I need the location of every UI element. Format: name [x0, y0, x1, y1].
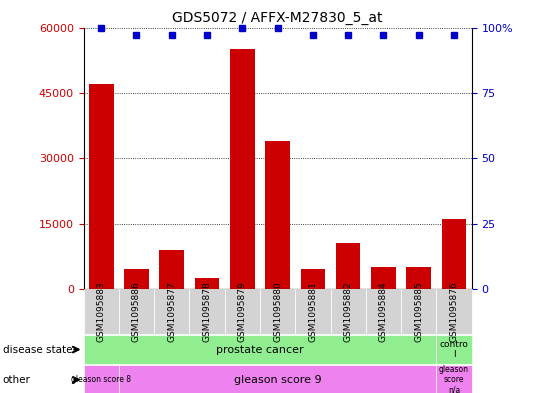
Text: prostate cancer: prostate cancer: [216, 345, 304, 354]
Text: GSM1095886: GSM1095886: [132, 281, 141, 342]
Text: GSM1095879: GSM1095879: [238, 281, 247, 342]
Bar: [336, 243, 361, 289]
Bar: [371, 267, 396, 289]
Bar: [160, 250, 184, 289]
Text: GSM1095881: GSM1095881: [308, 281, 317, 342]
Bar: [265, 141, 290, 289]
Title: GDS5072 / AFFX-M27830_5_at: GDS5072 / AFFX-M27830_5_at: [172, 11, 383, 25]
Text: contro
l: contro l: [439, 340, 468, 359]
Bar: [195, 278, 219, 289]
Text: other: other: [3, 375, 31, 385]
Text: GSM1095882: GSM1095882: [344, 281, 353, 342]
Bar: [124, 269, 149, 289]
Text: disease state: disease state: [3, 345, 72, 354]
Text: gleason
score
n/a: gleason score n/a: [439, 365, 469, 393]
Bar: [230, 49, 254, 289]
Text: GSM1095880: GSM1095880: [273, 281, 282, 342]
Bar: [441, 219, 466, 289]
Text: GSM1095876: GSM1095876: [450, 281, 459, 342]
Text: gleason score 8: gleason score 8: [71, 375, 131, 384]
Bar: [301, 269, 325, 289]
Text: GSM1095885: GSM1095885: [414, 281, 423, 342]
Text: gleason score 9: gleason score 9: [234, 375, 321, 385]
Text: GSM1095884: GSM1095884: [379, 281, 388, 342]
Text: GSM1095883: GSM1095883: [96, 281, 106, 342]
Text: GSM1095878: GSM1095878: [203, 281, 211, 342]
Bar: [406, 267, 431, 289]
Bar: [89, 84, 114, 289]
Text: GSM1095877: GSM1095877: [167, 281, 176, 342]
